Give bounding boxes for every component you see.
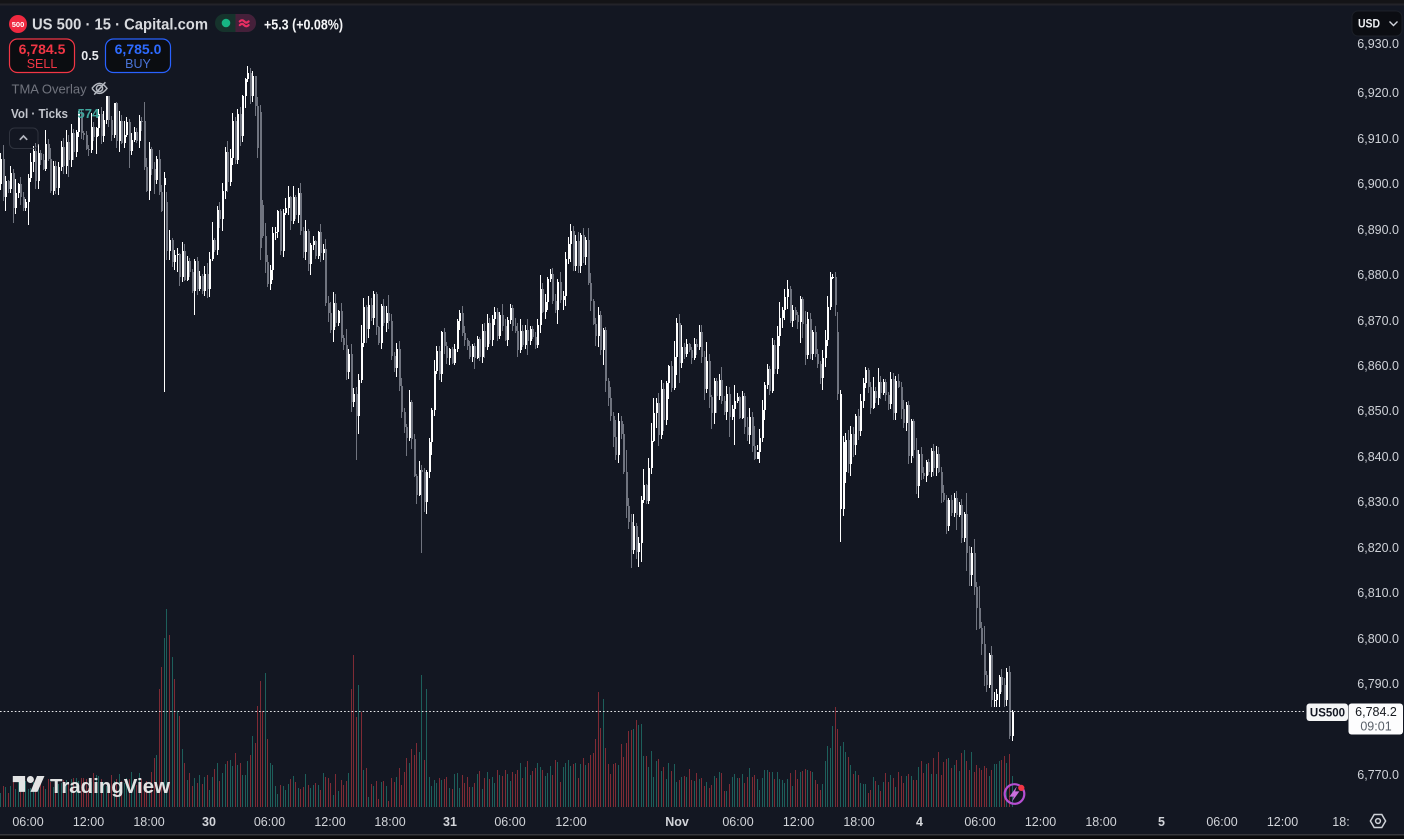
svg-text:6,840.0: 6,840.0	[1357, 450, 1399, 464]
svg-text:06:00: 06:00	[722, 815, 753, 829]
svg-text:6,880.0: 6,880.0	[1357, 268, 1399, 282]
svg-text:30: 30	[202, 815, 216, 829]
svg-text:6,860.0: 6,860.0	[1357, 359, 1399, 373]
svg-text:BUY: BUY	[125, 57, 151, 71]
svg-text:06:00: 06:00	[964, 815, 995, 829]
svg-text:6,784.2: 6,784.2	[1355, 705, 1397, 719]
svg-text:12:00: 12:00	[783, 815, 814, 829]
svg-text:6,784.5: 6,784.5	[19, 41, 66, 57]
svg-text:TradingView: TradingView	[50, 775, 170, 798]
svg-text:US 500 · 15 · Capital.com: US 500 · 15 · Capital.com	[32, 17, 208, 34]
svg-text:09:01: 09:01	[1360, 720, 1391, 734]
svg-text:6,900.0: 6,900.0	[1357, 177, 1399, 191]
svg-text:USD: USD	[1358, 17, 1380, 31]
svg-text:18:00: 18:00	[843, 815, 874, 829]
svg-text:6,830.0: 6,830.0	[1357, 495, 1399, 509]
svg-text:6,850.0: 6,850.0	[1357, 404, 1399, 418]
svg-text:06:00: 06:00	[494, 815, 525, 829]
svg-text:6,910.0: 6,910.0	[1357, 132, 1399, 146]
svg-text:18:00: 18:00	[1085, 815, 1116, 829]
svg-text:0.5: 0.5	[81, 49, 98, 63]
svg-text:06:00: 06:00	[1206, 815, 1237, 829]
svg-text:Nov: Nov	[665, 815, 689, 829]
svg-text:TMA Overlay: TMA Overlay	[12, 82, 88, 97]
svg-text:SELL: SELL	[27, 57, 58, 71]
svg-text:6,870.0: 6,870.0	[1357, 314, 1399, 328]
svg-text:+5.3 (+0.08%): +5.3 (+0.08%)	[264, 17, 343, 34]
svg-text:12:00: 12:00	[1267, 815, 1298, 829]
svg-text:6,785.0: 6,785.0	[115, 41, 162, 57]
svg-text:06:00: 06:00	[12, 815, 43, 829]
svg-text:5: 5	[1158, 815, 1165, 829]
svg-text:12:00: 12:00	[73, 815, 104, 829]
svg-text:6,930.0: 6,930.0	[1357, 37, 1399, 51]
svg-text:6,800.0: 6,800.0	[1357, 632, 1399, 646]
svg-text:6,790.0: 6,790.0	[1357, 677, 1399, 691]
svg-text:12:00: 12:00	[314, 815, 345, 829]
svg-text:US500: US500	[1310, 708, 1345, 720]
svg-text:18:00: 18:00	[133, 815, 164, 829]
svg-text:18:: 18:	[1332, 815, 1349, 829]
svg-text:18:00: 18:00	[374, 815, 405, 829]
svg-text:4: 4	[916, 815, 923, 829]
svg-text:6,890.0: 6,890.0	[1357, 223, 1399, 237]
svg-text:6,820.0: 6,820.0	[1357, 541, 1399, 555]
svg-text:6,920.0: 6,920.0	[1357, 86, 1399, 100]
svg-text:6,810.0: 6,810.0	[1357, 586, 1399, 600]
svg-text:500: 500	[12, 20, 25, 29]
svg-text:574: 574	[78, 106, 100, 121]
svg-text:12:00: 12:00	[1025, 815, 1056, 829]
svg-text:31: 31	[443, 815, 457, 829]
svg-text:Vol · Ticks: Vol · Ticks	[11, 106, 68, 121]
svg-text:6,770.0: 6,770.0	[1357, 768, 1399, 782]
svg-text:12:00: 12:00	[555, 815, 586, 829]
svg-text:06:00: 06:00	[254, 815, 285, 829]
